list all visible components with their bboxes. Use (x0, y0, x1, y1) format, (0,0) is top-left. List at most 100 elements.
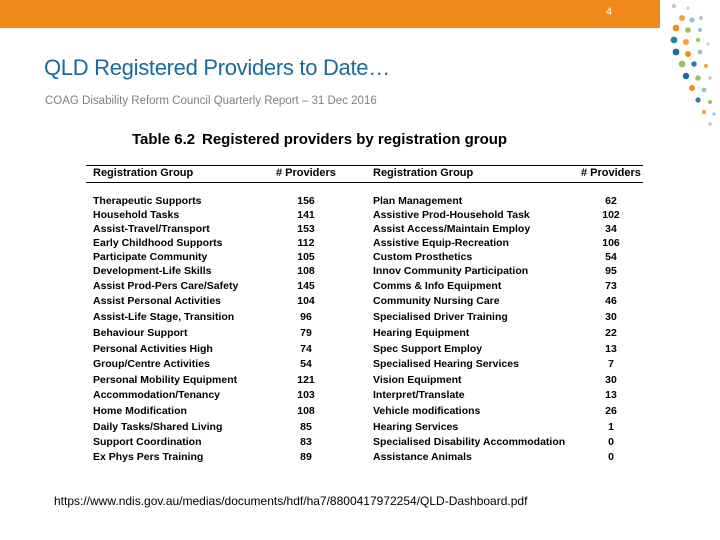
registration-group-cell: Vision Equipment (373, 374, 462, 386)
slide-subtitle: COAG Disability Reform Council Quarterly… (45, 95, 377, 107)
table-row: Assist-Travel/Transport 153 Assist Access/… (86, 223, 643, 237)
decorative-dot (686, 6, 690, 10)
registration-group-cell: Community Nursing Care (373, 295, 500, 307)
registration-group-cell: Therapeutic Supports (93, 195, 202, 207)
table-row: Personal Activities High 74 Spec Support E… (86, 343, 643, 357)
decorative-dot (708, 122, 712, 126)
registration-group-cell: Assistive Equip-Recreation (373, 237, 509, 249)
table-row: Ex Phys Pers Training 89 Assistance Animal… (86, 451, 643, 465)
registration-group-cell: Daily Tasks/Shared Living (93, 421, 223, 433)
slide-title: QLD Registered Providers to Date… (44, 55, 390, 80)
providers-count-cell: 62 (605, 195, 617, 207)
table-row: Participate Community 105 Custom Prostheti… (86, 251, 643, 265)
providers-count-cell: 54 (300, 358, 312, 370)
providers-count-cell: 13 (605, 343, 617, 355)
decorative-dot (708, 76, 712, 80)
providers-count-cell: 7 (608, 358, 614, 370)
providers-count-cell: 0 (608, 436, 614, 448)
registration-group-cell: Personal Mobility Equipment (93, 374, 238, 386)
registration-group-cell: Specialised Hearing Services (373, 358, 519, 370)
registration-group-cell: Assist-Travel/Transport (93, 223, 210, 235)
decorative-dot (701, 109, 707, 115)
registration-group-cell: Support Coordination (93, 436, 202, 448)
providers-count-cell: 74 (300, 343, 312, 355)
providers-count-cell: 26 (605, 405, 617, 417)
table-row: Assist Prod-Pers Care/Safety 145 Comms & I… (86, 280, 643, 294)
providers-count-cell: 145 (297, 280, 315, 292)
decorative-dot (695, 97, 701, 103)
decorative-dot (683, 39, 689, 45)
registration-group-cell: Interpret/Translate (373, 389, 465, 401)
decorative-dot (712, 112, 716, 116)
registration-group-cell: Custom Prosthetics (373, 251, 473, 263)
providers-count-cell: 79 (300, 327, 312, 339)
providers-count-cell: 85 (300, 421, 312, 433)
registration-group-cell: Hearing Services (373, 421, 459, 433)
registration-group-cell: Development-Life Skills (93, 265, 212, 277)
providers-count-cell: 30 (605, 374, 617, 386)
decorative-dot (682, 72, 690, 80)
table-row: Therapeutic Supports 156 Plan Management 62 (86, 195, 643, 209)
registration-group-cell: Accommodation/Tenancy (93, 389, 220, 401)
decorative-dot (672, 24, 680, 32)
decorative-dot (704, 64, 708, 68)
table-row: Behaviour Support 79 Hearing Equipment 22 (86, 327, 643, 341)
providers-count-cell: 96 (300, 311, 312, 323)
registration-group-cell: Comms & Info Equipment (373, 280, 502, 292)
table-row: Home Modification 108 Vehicle modification… (86, 405, 643, 419)
decorative-dot (701, 87, 707, 93)
registration-group-cell: Early Childhood Supports (93, 237, 223, 249)
providers-count-cell: 54 (605, 251, 617, 263)
table-header: Registration Group # Providers Registrat… (86, 165, 643, 183)
providers-count-cell: 13 (605, 389, 617, 401)
registration-group-cell: Group/Centre Activities (93, 358, 210, 370)
providers-count-cell: 95 (605, 265, 617, 277)
registration-group-cell: Plan Management (373, 195, 463, 207)
registration-group-cell: Innov Community Participation (373, 265, 529, 277)
header-registration-group-1: Registration Group (93, 167, 194, 179)
providers-count-cell: 108 (297, 265, 315, 277)
registration-group-cell: Assist-Life Stage, Transition (93, 311, 235, 323)
decorative-dot (698, 15, 704, 21)
providers-count-cell: 104 (297, 295, 315, 307)
table-row: Group/Centre Activities 54 Specialised Hea… (86, 358, 643, 372)
table-row: Development-Life Skills 108 Innov Communit… (86, 265, 643, 279)
table-title: Registered providers by registration gro… (202, 131, 508, 148)
decorative-dot (685, 51, 691, 57)
registration-group-cell: Household Tasks (93, 209, 180, 221)
registration-group-cell: Assist Access/Maintain Employ (373, 223, 531, 235)
source-link[interactable]: https://www.ndis.gov.au/medias/documents… (54, 494, 528, 508)
registration-group-cell: Home Modification (93, 405, 187, 417)
header-bar: 4 (0, 0, 660, 28)
decorative-dot (672, 48, 680, 56)
table-row: Support Coordination 83 Specialised Disabi… (86, 436, 643, 450)
decorative-dot (678, 60, 686, 68)
registration-group-cell: Specialised Driver Training (373, 311, 508, 323)
providers-count-cell: 108 (297, 405, 315, 417)
registration-group-cell: Assist Personal Activities (93, 295, 221, 307)
providers-count-cell: 106 (602, 237, 620, 249)
providers-count-cell: 121 (297, 374, 315, 386)
providers-count-cell: 0 (608, 451, 614, 463)
table-row: Assist Personal Activities 104 Community N… (86, 295, 643, 309)
providers-count-cell: 156 (297, 195, 315, 207)
decorative-dot (697, 49, 703, 55)
table-row: Accommodation/Tenancy 103 Interpret/Transl… (86, 389, 643, 403)
registration-group-cell: Ex Phys Pers Training (93, 451, 204, 463)
table-number: Table 6.2 (132, 131, 196, 148)
providers-count-cell: 46 (605, 295, 617, 307)
registration-group-cell: Spec Support Employ (373, 343, 483, 355)
registration-group-cell: Vehicle modifications (373, 405, 481, 417)
registration-group-cell: Participate Community (93, 251, 208, 263)
table-row: Personal Mobility Equipment 121 Vision Equ… (86, 374, 643, 388)
header-providers-1: # Providers (276, 167, 336, 179)
providers-count-cell: 89 (300, 451, 312, 463)
registration-group-cell: Behaviour Support (93, 327, 188, 339)
registration-group-cell: Specialised Disability Accommodation (373, 436, 566, 448)
decorative-dot (698, 28, 702, 32)
page-number: 4 (606, 6, 613, 18)
decorative-dot (679, 15, 685, 21)
table-row: Household Tasks 141 Assistive Prod-Househo… (86, 209, 643, 223)
registration-group-cell: Assist Prod-Pers Care/Safety (93, 280, 239, 292)
decorative-dot (685, 27, 691, 33)
